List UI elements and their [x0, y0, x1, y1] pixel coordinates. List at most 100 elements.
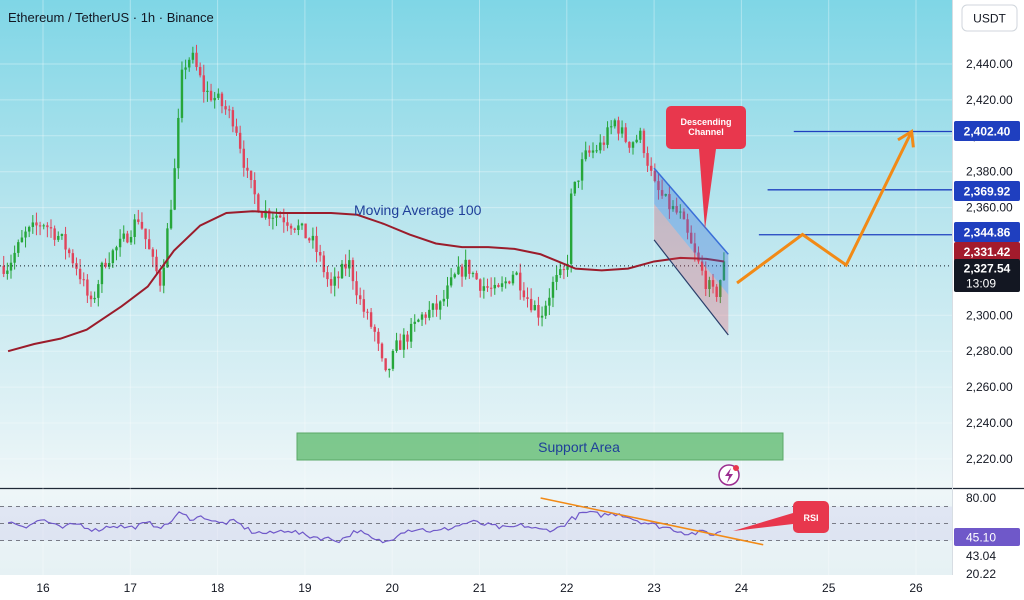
- candle: [13, 252, 16, 263]
- support-area-box: [296, 432, 784, 461]
- candle: [67, 249, 71, 254]
- candle: [35, 222, 38, 226]
- candle: [529, 298, 533, 311]
- candle: [431, 303, 435, 310]
- candle: [257, 194, 260, 212]
- projection-arrowhead: [897, 128, 915, 148]
- candle: [642, 130, 646, 154]
- candle: [566, 263, 569, 270]
- candle: [617, 120, 620, 134]
- candle: [635, 139, 638, 143]
- candle: [173, 168, 176, 210]
- candle: [399, 340, 402, 350]
- rsi-tick-lower: 43.04: [966, 549, 996, 563]
- candle: [380, 343, 384, 359]
- candle: [268, 210, 271, 219]
- candle: [177, 117, 180, 169]
- candle: [533, 305, 536, 311]
- candle: [140, 221, 144, 229]
- x-tick-label: 18: [211, 581, 225, 595]
- candle: [27, 226, 31, 232]
- rsi-tick-upper: 80.00: [966, 491, 996, 505]
- candle: [329, 279, 333, 286]
- candle: [493, 284, 496, 289]
- y-tick-label: 2,420.00: [966, 93, 1013, 107]
- candle: [668, 194, 671, 210]
- candle: [311, 235, 315, 241]
- x-tick-label: 20: [386, 581, 400, 595]
- channel-fill-lower: [654, 204, 729, 336]
- price-tag-countdown: 13:09: [966, 277, 996, 291]
- y-tick-label: 2,220.00: [966, 452, 1013, 466]
- candle: [569, 193, 573, 264]
- support-area-layer: Support Area: [296, 432, 784, 461]
- rsi-trendline: [540, 497, 764, 546]
- candle: [453, 274, 456, 278]
- candle: [664, 194, 667, 196]
- moving-average-layer: [7, 210, 725, 353]
- candle: [508, 281, 511, 284]
- candle: [511, 274, 515, 284]
- candle: [144, 228, 147, 240]
- candle: [449, 277, 453, 286]
- descending-callout-text-2: Channel: [688, 127, 724, 137]
- candle: [71, 253, 75, 264]
- candle: [24, 231, 27, 238]
- y-tick-label: 2,240.00: [966, 416, 1013, 430]
- candle: [722, 261, 726, 281]
- x-tick-label: 17: [124, 581, 138, 595]
- candle: [679, 211, 682, 213]
- y-tick-label: 2,380.00: [966, 165, 1013, 179]
- candle: [249, 170, 253, 181]
- candle: [646, 153, 649, 166]
- candle: [86, 279, 89, 296]
- axes: 2,440.002,420.002,400.002,380.002,360.00…: [36, 57, 1013, 595]
- candle: [337, 276, 340, 279]
- x-tick-label: 21: [473, 581, 487, 595]
- candle: [260, 211, 264, 218]
- price-tag-target: 2,402.40: [954, 121, 1020, 141]
- price-tag-level2-text: 2,369.92: [964, 185, 1011, 199]
- candle: [671, 205, 675, 210]
- candle: [198, 67, 202, 76]
- y-tick-label: 2,360.00: [966, 201, 1013, 215]
- candle: [715, 286, 718, 297]
- bolt-icon[interactable]: [718, 464, 740, 486]
- candle: [300, 223, 304, 226]
- candle: [304, 223, 307, 239]
- candle: [20, 237, 24, 243]
- candle: [606, 127, 609, 145]
- candle: [609, 126, 613, 128]
- candle: [282, 217, 286, 223]
- candle: [184, 67, 187, 70]
- candle: [384, 358, 387, 371]
- candle: [46, 225, 49, 228]
- candle: [166, 228, 169, 268]
- currency-button[interactable]: USDT: [961, 4, 1018, 32]
- candle: [97, 284, 100, 298]
- rsi-tick-bottom: 20.22: [966, 567, 996, 581]
- main-pane-bg: [0, 0, 952, 488]
- price-tag-ma: 2,331.42: [954, 242, 1020, 261]
- candle: [308, 238, 311, 241]
- candle: [497, 284, 500, 287]
- x-tick-label: 22: [560, 581, 574, 595]
- x-tick-label: 16: [36, 581, 50, 595]
- candle: [537, 305, 540, 318]
- candle: [366, 311, 369, 313]
- candle: [129, 236, 133, 243]
- candle: [482, 286, 486, 291]
- candle: [697, 252, 700, 262]
- candle: [137, 219, 140, 222]
- candle: [53, 228, 56, 240]
- candle: [460, 266, 464, 277]
- candle: [439, 301, 442, 310]
- candle: [562, 269, 566, 271]
- candle: [704, 270, 707, 290]
- candle: [206, 90, 209, 92]
- y-tick-label: 2,300.00: [966, 308, 1013, 322]
- price-tag-ma-text: 2,331.42: [964, 245, 1011, 259]
- candle: [599, 142, 602, 151]
- candle: [133, 219, 136, 237]
- candle: [420, 314, 424, 320]
